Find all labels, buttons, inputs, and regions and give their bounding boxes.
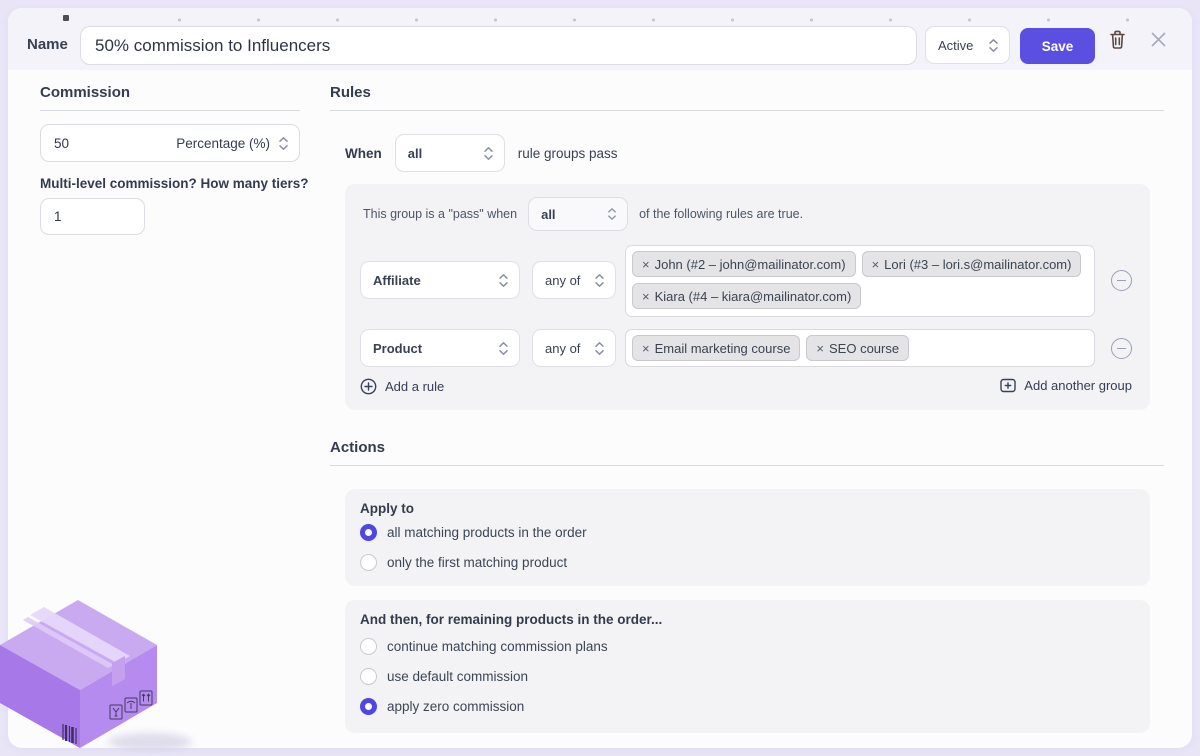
- rule-operator-select[interactable]: any of: [532, 261, 616, 299]
- tag-label: Kiara (#4 – kiara@mailinator.com): [654, 288, 852, 304]
- chevron-up-down-icon: [278, 136, 289, 151]
- chevron-up-down-icon: [594, 273, 605, 288]
- radio-unselected-icon[interactable]: [360, 638, 377, 655]
- tag-chip[interactable]: × Kiara (#4 – kiara@mailinator.com): [632, 283, 862, 309]
- when-label: When: [345, 145, 382, 161]
- and-then-box: And then, for remaining products in the …: [345, 600, 1150, 733]
- close-icon: [1150, 31, 1167, 48]
- radio-label: apply zero commission: [387, 699, 525, 714]
- modal-topbar: Name Active Save: [8, 8, 1192, 70]
- plan-name-input[interactable]: [80, 26, 917, 65]
- tag-chip[interactable]: × John (#2 – john@mailinator.com): [632, 251, 856, 277]
- rule-field-value: Affiliate: [373, 272, 421, 288]
- group-match-select[interactable]: all: [528, 197, 629, 231]
- commission-amount-input[interactable]: 50: [54, 135, 70, 151]
- plan-modal: Name Active Save Commission: [8, 8, 1192, 748]
- chevron-up-down-icon: [607, 207, 617, 221]
- add-group-label: Add another group: [1024, 378, 1132, 393]
- remove-tag-icon[interactable]: ×: [642, 340, 650, 356]
- ruler-dot: [63, 15, 69, 21]
- remove-tag-icon[interactable]: ×: [871, 256, 880, 272]
- radio-label: use default commission: [387, 669, 529, 684]
- chevron-up-down-icon: [594, 341, 605, 356]
- rule-group: This group is a "pass" when all of the f…: [345, 184, 1150, 410]
- ruler-dots: [140, 17, 1180, 23]
- group-suffix: of the following rules are true.: [639, 207, 804, 221]
- square-plus-icon: [1000, 378, 1016, 393]
- delete-plan-button[interactable]: [1108, 29, 1127, 50]
- apply-to-label: Apply to: [360, 501, 414, 516]
- multilevel-label: Multi-level commission? How many tiers?: [40, 176, 309, 191]
- rule-operator-value: any of: [545, 272, 581, 288]
- when-row: When all rule groups pass: [345, 134, 618, 172]
- remove-rule-button[interactable]: [1111, 338, 1132, 359]
- group-match-value: all: [541, 206, 556, 222]
- radio-label: continue matching commission plans: [387, 639, 608, 654]
- radio-option[interactable]: continue matching commission plans: [360, 638, 608, 655]
- rule-operator-value: any of: [545, 340, 581, 356]
- rule-group-header: This group is a "pass" when all of the f…: [363, 197, 803, 231]
- radio-unselected-icon[interactable]: [360, 668, 377, 685]
- commission-unit-value: Percentage (%): [176, 135, 270, 151]
- tag-label: Email marketing course: [654, 340, 791, 356]
- status-select-value: Active: [938, 37, 974, 53]
- remove-tag-icon[interactable]: ×: [642, 256, 650, 272]
- radio-option[interactable]: use default commission: [360, 668, 528, 685]
- apply-to-box: Apply to all matching products in the or…: [345, 489, 1150, 586]
- rules-heading: Rules: [330, 84, 1164, 111]
- rule-values-input[interactable]: × Email marketing course × SEO course: [625, 329, 1095, 367]
- and-then-label: And then, for remaining products in the …: [360, 612, 663, 627]
- remove-tag-icon[interactable]: ×: [642, 288, 650, 304]
- rule-field-select[interactable]: Product: [360, 329, 520, 367]
- actions-heading: Actions: [330, 439, 1164, 466]
- chevron-up-down-icon: [498, 341, 509, 356]
- radio-selected-icon[interactable]: [360, 698, 377, 715]
- radio-option[interactable]: apply zero commission: [360, 698, 524, 715]
- radio-label: all matching products in the order: [387, 525, 587, 540]
- commission-unit-select[interactable]: Percentage (%): [176, 136, 289, 151]
- trash-icon: [1108, 29, 1127, 50]
- save-button[interactable]: Save: [1020, 28, 1095, 64]
- status-select[interactable]: Active: [925, 26, 1010, 64]
- radio-unselected-icon[interactable]: [360, 554, 377, 571]
- tag-chip[interactable]: × SEO course: [806, 335, 910, 361]
- rule-field-select[interactable]: Affiliate: [360, 261, 520, 299]
- remove-rule-button[interactable]: [1111, 270, 1132, 291]
- chevron-up-down-icon: [988, 38, 999, 53]
- add-rule-label: Add a rule: [385, 379, 445, 394]
- chevron-up-down-icon: [498, 273, 509, 288]
- radio-option[interactable]: all matching products in the order: [360, 524, 587, 541]
- when-match-select[interactable]: all: [394, 134, 505, 172]
- radio-selected-icon[interactable]: [360, 524, 377, 541]
- commission-amount-group: 50 Percentage (%): [40, 124, 300, 162]
- tiers-input[interactable]: [40, 198, 145, 235]
- add-rule-button[interactable]: Add a rule: [360, 378, 444, 395]
- circle-plus-icon: [360, 378, 377, 395]
- tag-label: John (#2 – john@mailinator.com): [654, 256, 846, 272]
- rule-field-value: Product: [373, 340, 423, 356]
- add-group-button[interactable]: Add another group: [1000, 378, 1132, 393]
- commission-heading: Commission: [40, 84, 300, 111]
- tag-chip[interactable]: × Email marketing course: [632, 335, 801, 361]
- tag-label: Lori (#3 – lori.s@mailinator.com): [884, 256, 1072, 272]
- close-button[interactable]: [1150, 31, 1167, 48]
- rule-values-input[interactable]: × John (#2 – john@mailinator.com) × Lori (…: [625, 245, 1095, 317]
- tag-chip[interactable]: × Lori (#3 – lori.s@mailinator.com): [861, 251, 1082, 277]
- name-label: Name: [27, 36, 68, 53]
- radio-option[interactable]: only the first matching product: [360, 554, 567, 571]
- chevron-up-down-icon: [483, 146, 494, 161]
- group-prefix: This group is a "pass" when: [363, 207, 518, 221]
- tag-label: SEO course: [829, 340, 900, 356]
- when-suffix: rule groups pass: [517, 145, 618, 161]
- radio-label: only the first matching product: [387, 555, 568, 570]
- remove-tag-icon[interactable]: ×: [816, 340, 825, 356]
- when-match-value: all: [407, 145, 423, 161]
- rule-operator-select[interactable]: any of: [532, 329, 616, 367]
